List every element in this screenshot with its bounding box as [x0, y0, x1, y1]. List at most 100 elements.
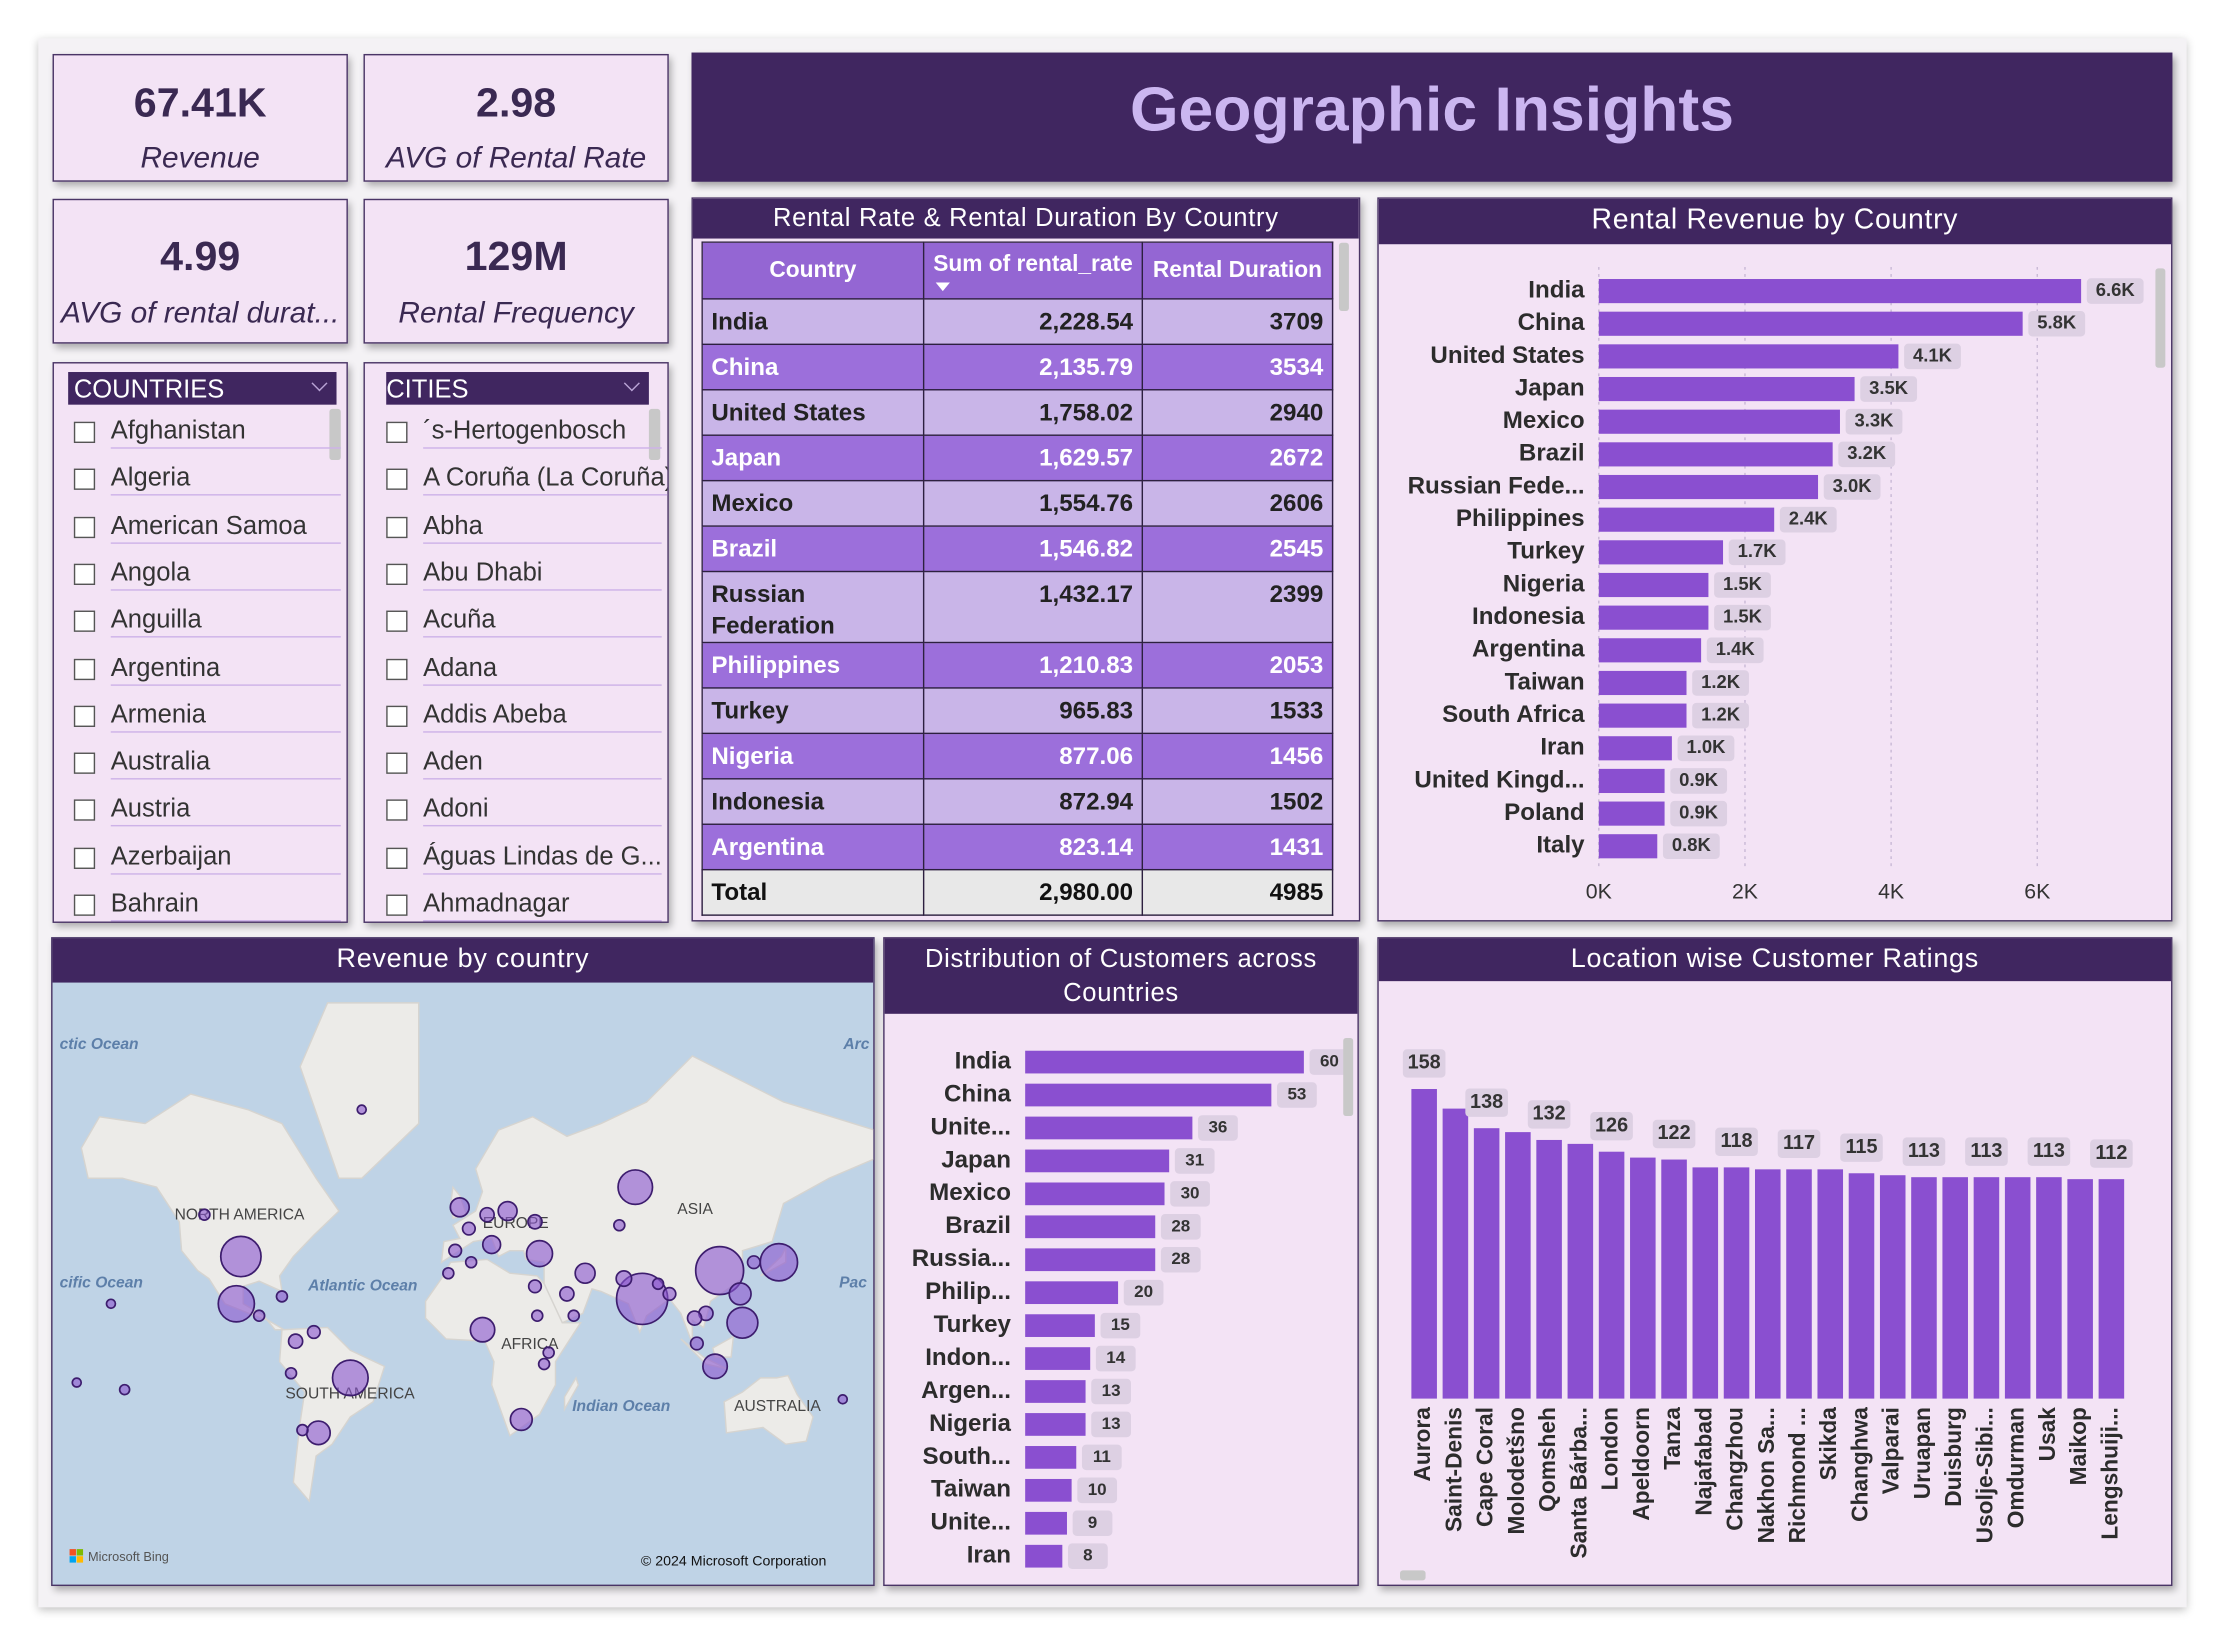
slicer-item[interactable]: A Coruña (La Coruña)	[386, 456, 668, 503]
slicer-item[interactable]: Addis Abeba	[386, 693, 662, 740]
data-label: 30	[1181, 1183, 1200, 1202]
checkbox[interactable]	[386, 468, 408, 491]
checkbox[interactable]	[73, 421, 96, 444]
data-label-box	[1838, 441, 1896, 468]
checkbox[interactable]	[73, 468, 96, 491]
x-tick-label: 0K	[1586, 880, 1612, 904]
table-cell: Indonesia	[701, 778, 925, 825]
bar	[1911, 1177, 1937, 1399]
data-label: 5.8K	[2037, 312, 2077, 333]
data-label-box	[1965, 1137, 2008, 1166]
checkbox[interactable]	[73, 705, 96, 727]
x-tick-label: Omdurman	[2003, 1407, 2029, 1528]
checkbox[interactable]	[386, 799, 408, 822]
checkbox[interactable]	[386, 752, 408, 774]
checkbox[interactable]	[386, 610, 408, 633]
table-row: Mexico 1,554.76 2606	[701, 479, 1334, 527]
checkbox[interactable]	[73, 752, 96, 774]
data-label: 60	[1320, 1052, 1339, 1071]
bubble	[525, 1239, 554, 1268]
table-cell: 2672	[1141, 434, 1334, 482]
chevron[interactable]	[623, 375, 640, 392]
slicer-item[interactable]: Australia	[73, 740, 341, 787]
bubble	[728, 1282, 752, 1306]
slicer-header[interactable]: COUNTRIES	[68, 372, 337, 405]
slicer-item[interactable]: Austria	[73, 787, 341, 834]
slicer-item[interactable]: Armenia	[73, 693, 341, 740]
slicer-item-label: Algeria	[110, 463, 341, 496]
checkbox[interactable]	[386, 658, 408, 680]
checkbox[interactable]	[386, 421, 408, 444]
checkbox[interactable]	[386, 563, 408, 585]
checkbox[interactable]	[386, 847, 408, 869]
scrollbar[interactable]	[1400, 1570, 1426, 1581]
data-label-box	[1091, 1411, 1131, 1438]
scrollbar[interactable]	[1338, 242, 1349, 311]
data-label: 1.5K	[1723, 573, 1763, 594]
slicer-item[interactable]: Bahrain	[73, 882, 341, 922]
bar	[1598, 703, 1687, 728]
table-row: Indonesia 872.94 1502	[701, 778, 1334, 825]
slicer-item[interactable]: Afghanistan	[73, 409, 341, 456]
checkbox[interactable]	[73, 658, 96, 680]
slicer-item[interactable]: Acuña	[386, 598, 662, 645]
checkbox[interactable]	[73, 610, 96, 633]
y-tick-label: Taiwan	[1505, 668, 1585, 695]
slicer-item[interactable]: ´s-Hertogenbosch	[386, 409, 662, 456]
continent-label: NORTH AMERICA	[175, 1207, 305, 1224]
scrollbar[interactable]	[1343, 1037, 1354, 1117]
slicer-item[interactable]: Angola	[73, 551, 341, 598]
slicer-item-label: A Coruña (La Coruña)	[423, 463, 668, 496]
slicer-item-label: Águas Lindas de G...	[423, 842, 662, 875]
column-header[interactable]: Country	[701, 241, 925, 300]
checkbox[interactable]	[386, 705, 408, 727]
slicer-header[interactable]: CITIES	[386, 372, 649, 405]
slicer-item[interactable]: Argentina	[73, 645, 341, 692]
data-label: 0.8K	[1672, 834, 1712, 855]
bar	[1536, 1139, 1562, 1399]
checkbox[interactable]	[386, 516, 408, 538]
bubble	[118, 1383, 131, 1396]
table-cell: 1,432.17	[922, 570, 1144, 644]
kpi-value: 129M	[464, 234, 568, 280]
column-header[interactable]: Sum of rental_rate	[922, 241, 1144, 300]
scrollbar[interactable]	[648, 408, 661, 461]
x-tick-label: Saint-Denis	[1440, 1407, 1466, 1532]
chart: India 60 China 53 Unite... 36 Japan 31 Mexico 30 B…	[912, 1047, 1350, 1569]
table-title: Rental Rate & Rental Duration By Country	[692, 198, 1359, 239]
slicer-item[interactable]: Adana	[386, 645, 662, 692]
land	[563, 1376, 580, 1412]
checkbox[interactable]	[386, 894, 408, 916]
bubble	[574, 1262, 596, 1285]
checkbox[interactable]	[73, 799, 96, 822]
slicer-item[interactable]: American Samoa	[73, 503, 341, 550]
slicer-item[interactable]: Adoni	[386, 787, 662, 834]
column-header[interactable]: Rental Duration	[1141, 241, 1334, 300]
slicer-item[interactable]: Abu Dhabi	[386, 551, 662, 598]
checkbox[interactable]	[73, 516, 96, 538]
scrollbar[interactable]	[2155, 268, 2166, 368]
slicer-item[interactable]: Ahmadnagar	[386, 882, 662, 922]
slicer-item[interactable]: Abha	[386, 503, 662, 550]
y-tick-label: China	[1518, 309, 1586, 336]
chart-panel: India 60 China 53 Unite... 36 Japan 31 Mexico 30 B…	[883, 937, 1359, 1587]
slicer-item[interactable]: Águas Lindas de G...	[386, 834, 662, 881]
bubble	[686, 1310, 703, 1326]
data-label: 138	[1470, 1091, 1503, 1113]
slicer-item[interactable]: Azerbaijan	[73, 834, 341, 881]
checkbox[interactable]	[73, 847, 96, 869]
data-label-box	[1670, 800, 1728, 827]
chevron[interactable]	[311, 375, 328, 392]
table-row: Japan 1,629.57 2672	[701, 434, 1334, 482]
data-label-box	[1840, 1133, 1883, 1162]
x-tick-label: 4K	[1878, 880, 1904, 904]
scrollbar[interactable]	[329, 408, 341, 461]
checkbox[interactable]	[73, 894, 96, 916]
slicer-item[interactable]: Aden	[386, 740, 662, 787]
slicer-title: CITIES	[386, 374, 469, 404]
slicer-item[interactable]: Anguilla	[73, 598, 341, 645]
x-tick-label: Santa Bárba...	[1565, 1407, 1591, 1558]
total-cell: 4985	[1141, 868, 1334, 916]
checkbox[interactable]	[73, 563, 96, 585]
slicer-item[interactable]: Algeria	[73, 456, 341, 503]
